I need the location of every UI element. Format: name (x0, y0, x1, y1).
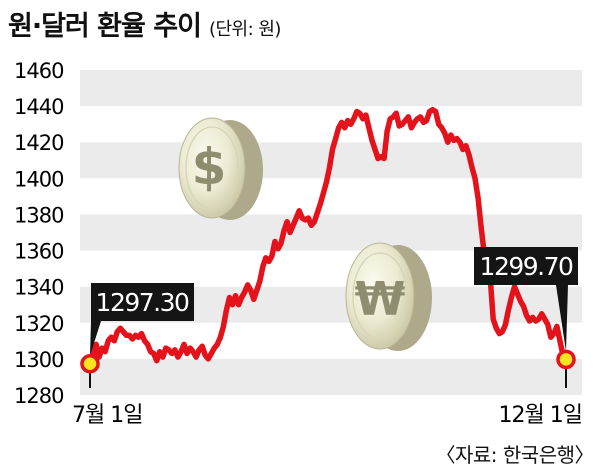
y-tick-label: 1360 (14, 240, 63, 264)
title-block: 원·달러 환율 추이 (단위: 원) (8, 4, 281, 48)
y-tick-label: 1380 (14, 203, 63, 227)
y-tick-label: 1280 (14, 384, 63, 408)
y-tick-label: 1440 (14, 95, 63, 119)
y-tick-label: 1300 (14, 348, 63, 372)
end-point-marker (556, 349, 576, 370)
source-note: 〈자료: 한국은행〉 (435, 443, 595, 467)
y-tick-label: 1340 (14, 276, 63, 300)
x-tick-label-end: 12월 1일 (499, 403, 582, 428)
y-axis: 1460 1440 1420 1400 1380 1360 1340 1320 1300 1280 (14, 59, 64, 408)
y-tick-label: 1320 (14, 312, 63, 336)
x-tick-label-start: 7월 1일 (72, 403, 142, 428)
svg-text:₩: ₩ (355, 272, 406, 326)
unit-label: (단위: 원) (208, 19, 282, 40)
grid-band (80, 358, 582, 395)
svg-text:$: $ (192, 138, 227, 196)
grid-band (80, 70, 582, 107)
start-point-marker (80, 354, 100, 374)
end-value-label: 1299.70 (480, 252, 573, 281)
start-callout: 1297.30 (90, 283, 194, 356)
start-value-label: 1297.30 (96, 288, 189, 317)
won-coin-icon: ₩ (345, 242, 432, 351)
y-tick-label: 1400 (14, 167, 63, 191)
dollar-coin-icon: $ (178, 117, 263, 220)
end-callout: 1299.70 (474, 247, 578, 352)
chart-title: 원·달러 환율 추이 (8, 11, 202, 42)
grid-band (80, 214, 582, 251)
y-tick-label: 1460 (14, 59, 63, 83)
grid-bands (80, 70, 582, 395)
y-tick-label: 1420 (14, 131, 63, 155)
